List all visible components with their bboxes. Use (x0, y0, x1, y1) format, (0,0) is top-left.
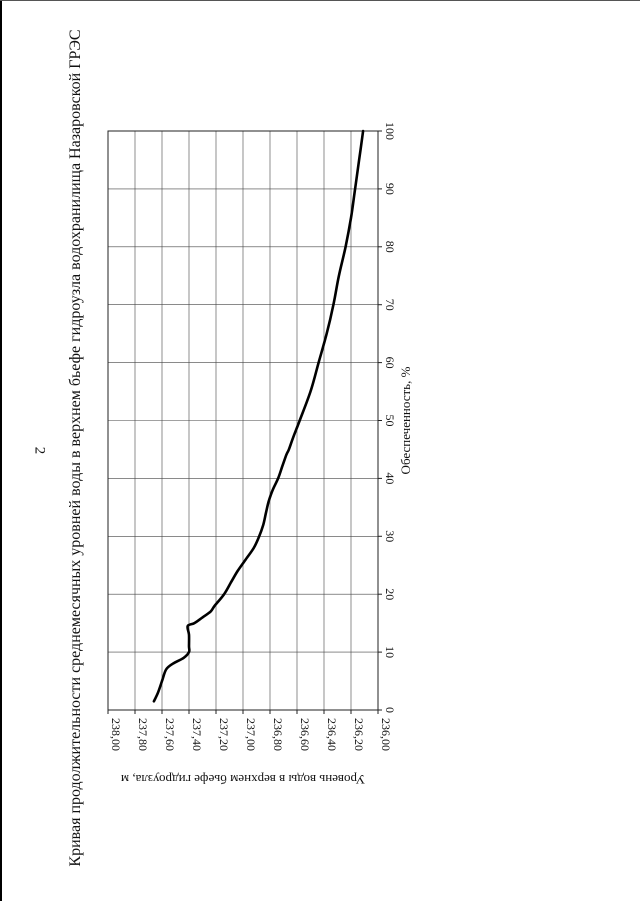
x-tick-label: 20 (383, 588, 397, 600)
y-tick-labels: 236,00 236,20 236,40 236,60 236,80 237,00 237,… (109, 718, 393, 751)
chart-title: Кривая продолжительности среднемесячных … (67, 29, 84, 866)
y-tick-label: 236,00 (379, 718, 393, 751)
y-tick-label: 237,20 (217, 718, 231, 751)
series-line (152, 129, 365, 703)
y-axis-label: Уровень воды в верхнем бьефе гидроузла, … (121, 772, 365, 787)
x-tick-label: 80 (383, 241, 397, 253)
x-tick-label: 0 (383, 707, 397, 713)
x-tick-label: 50 (383, 415, 397, 427)
y-tick-label: 238,00 (109, 718, 123, 751)
x-tick-label: 10 (383, 646, 397, 658)
x-tick-label: 70 (383, 299, 397, 311)
x-tick-label: 100 (383, 122, 397, 140)
chart-grid (107, 130, 382, 714)
x-axis-label: Обеспеченность, % (398, 366, 413, 474)
x-tick-label: 90 (383, 183, 397, 195)
page-edge (0, 0, 2, 901)
x-tick-labels: 0 10 20 30 40 50 60 70 80 90 100 (383, 122, 397, 713)
plot-frame (107, 130, 379, 711)
y-tick-label: 236,20 (352, 718, 366, 751)
y-tick-label: 237,80 (136, 718, 150, 751)
y-tick-label: 236,60 (298, 718, 312, 751)
y-tick-label: 237,00 (244, 718, 258, 751)
y-tick-label: 237,40 (190, 718, 204, 751)
x-tick-label: 30 (383, 530, 397, 542)
x-tick-label: 60 (383, 357, 397, 369)
series-line-group (152, 129, 365, 703)
page-top-edge (0, 0, 640, 1)
y-tick-label: 237,60 (163, 718, 177, 751)
y-tick-label: 236,80 (271, 718, 285, 751)
x-tick-label: 40 (383, 472, 397, 484)
y-tick-label: 236,40 (325, 718, 339, 751)
